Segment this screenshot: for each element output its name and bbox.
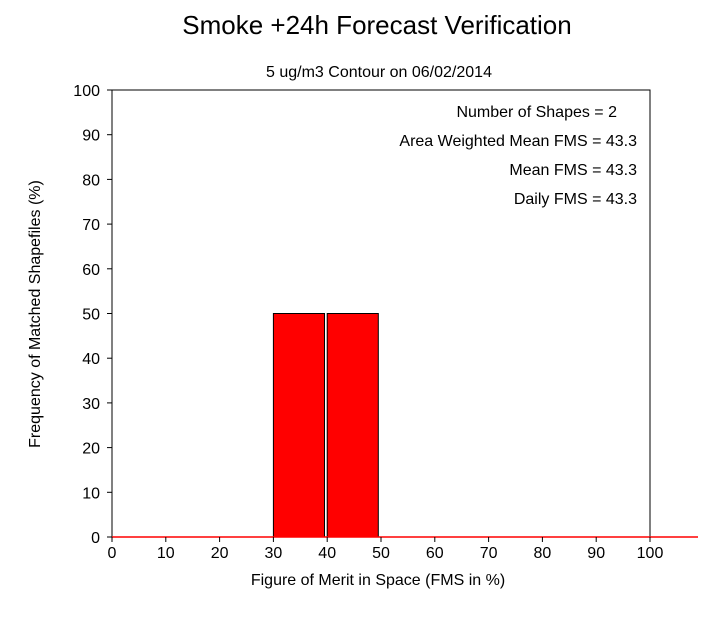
y-tick-label-80: 80 — [82, 172, 100, 189]
x-tick-label-70: 70 — [480, 545, 498, 562]
annotation-mean: Mean FMS = 43.3 — [509, 162, 637, 179]
x-tick-label-40: 40 — [318, 545, 336, 562]
x-tick-label-10: 10 — [157, 545, 175, 562]
y-tick-label-100: 100 — [73, 83, 100, 100]
x-tick-label-20: 20 — [211, 545, 229, 562]
chart-title: Smoke +24h Forecast Verification — [182, 10, 571, 40]
plot-frame — [111, 89, 651, 538]
annotation-area-weighted: Area Weighted Mean FMS = 43.3 — [399, 133, 637, 150]
bar-1 — [326, 313, 379, 538]
y-tick-label-20: 20 — [82, 441, 100, 458]
x-tick-label-100: 100 — [637, 545, 664, 562]
y-tick-label-30: 30 — [82, 396, 100, 413]
x-tick-label-80: 80 — [534, 545, 552, 562]
x-tick-label-50: 50 — [372, 545, 390, 562]
y-tick-label-70: 70 — [82, 217, 100, 234]
annotation-daily: Daily FMS = 43.3 — [514, 191, 637, 208]
bars-group — [272, 313, 379, 538]
x-axis-label: Figure of Merit in Space (FMS in %) — [251, 572, 505, 589]
annotations-group: Number of Shapes = 2 Area Weighted Mean … — [399, 104, 637, 208]
x-tick-label-90: 90 — [587, 545, 605, 562]
x-tick-label-60: 60 — [426, 545, 444, 562]
y-ticks-group: 0 10 20 30 40 50 60 70 80 90 100 — [73, 83, 112, 547]
x-ticks-group: 0 10 20 30 40 50 60 70 80 90 100 — [108, 537, 664, 562]
y-tick-label-10: 10 — [82, 485, 100, 502]
y-tick-label-60: 60 — [82, 262, 100, 279]
chart-subtitle: 5 ug/m3 Contour on 06/02/2014 — [266, 64, 492, 81]
bar-0 — [272, 313, 326, 538]
y-tick-label-90: 90 — [82, 128, 100, 145]
y-tick-label-0: 0 — [91, 530, 100, 547]
y-tick-label-40: 40 — [82, 351, 100, 368]
x-tick-label-30: 30 — [265, 545, 283, 562]
x-tick-label-0: 0 — [108, 545, 117, 562]
y-tick-label-50: 50 — [82, 307, 100, 324]
y-axis-label: Frequency of Matched Shapefiles (%) — [27, 180, 44, 448]
annotation-shapes: Number of Shapes = 2 — [456, 104, 617, 121]
